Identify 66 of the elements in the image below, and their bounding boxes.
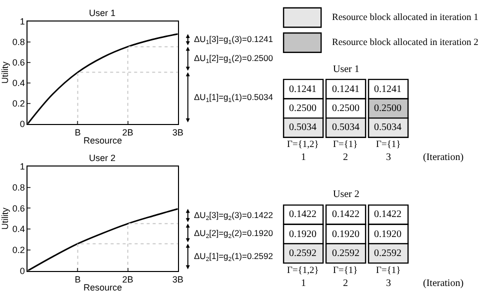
text: 0.2592	[332, 248, 360, 259]
y-tick-label: 1	[20, 162, 25, 172]
x-tick-label: 3B	[172, 274, 184, 285]
y-tick-label: 1	[20, 16, 25, 27]
y-tick-label: 0.6	[12, 203, 25, 214]
text: 1	[301, 152, 306, 163]
text: (Iteration)	[423, 278, 464, 289]
text: User 1	[333, 64, 360, 75]
text: ΔU$_{1}$[1]=g$_{1}$(1)=0.5034	[194, 92, 274, 104]
x-tick-label: 2B	[122, 274, 134, 285]
y-tick-label: 0.8	[12, 182, 25, 192]
text: 0.1241	[332, 84, 360, 95]
text: ΔU$_{2}$[3]=g$_{2}$(3)=0.1422	[194, 210, 274, 222]
y-tick-label: 0.4	[12, 224, 25, 234]
chart-title: User 2	[89, 153, 116, 163]
text: 0.2500	[374, 103, 402, 114]
text: ΔU$_{1}$[2]=g$_{1}$(2)=0.2500	[194, 53, 274, 65]
category-label: Γ={1,2}	[287, 266, 319, 276]
text: 0.1241	[289, 84, 316, 95]
text: 0.2592	[374, 248, 402, 259]
text: 0.2500	[332, 103, 360, 114]
text: 0.2592	[289, 248, 316, 259]
text: 0.1920	[289, 229, 316, 240]
y-tick-label: 0.8	[12, 37, 25, 48]
text: ΔU$_{2}$[2]=g$_{2}$(2)=0.1920	[194, 228, 274, 240]
text: 1	[301, 278, 306, 289]
text: 0.1422	[289, 209, 316, 220]
text: 0.2500	[289, 103, 316, 114]
x-tick-label: B	[74, 128, 81, 138]
category-label: Γ={1}	[333, 266, 358, 276]
y-axis-title: Utility	[0, 207, 10, 230]
category-label: Γ={1,2}	[287, 140, 319, 150]
y-tick-label: 0	[20, 266, 25, 276]
y-tick-label: 0	[20, 119, 25, 130]
text: 0.5034	[332, 122, 360, 133]
text: 0.5034	[289, 122, 316, 133]
text: 3	[386, 152, 391, 163]
y-tick-label: 0.4	[12, 78, 25, 88]
text: 0.1920	[374, 229, 402, 240]
x-axis-title: Resource	[83, 135, 122, 146]
text: 2	[343, 278, 348, 289]
text: (Iteration)	[423, 152, 464, 163]
x-tick-label: B	[74, 274, 81, 285]
chart-title: User 1	[89, 8, 116, 18]
category-label: Resource block allocated in iteration 1	[332, 13, 479, 23]
text: 0.1920	[332, 229, 360, 240]
category-label: Γ={1}	[333, 140, 358, 150]
category-label: Resource block allocated in iteration 2	[332, 38, 479, 48]
y-tick-label: 0.2	[12, 98, 25, 109]
y-tick-label: 0.6	[12, 58, 25, 68]
text: ΔU$_{1}$[3]=g$_{1}$(3)=0.1241	[194, 34, 274, 46]
y-axis-title: Utility	[0, 61, 10, 84]
category-label: Γ={1}	[376, 140, 401, 150]
y-tick-label: 0.2	[12, 245, 25, 256]
x-tick-label: 3B	[172, 128, 184, 138]
category-label: Γ={1}	[376, 266, 401, 276]
x-tick-label: 2B	[122, 128, 134, 138]
text: 3	[386, 278, 391, 289]
text: 2	[343, 152, 348, 163]
x-axis-title: Resource	[83, 282, 122, 292]
text: 0.1422	[332, 209, 360, 220]
text: 0.1422	[374, 209, 402, 220]
text: 0.5034	[374, 122, 402, 133]
text: 0.1241	[374, 84, 402, 95]
text: User 2	[333, 189, 360, 200]
text: ΔU$_{2}$[1]=g$_{2}$(1)=0.2592	[194, 251, 274, 263]
